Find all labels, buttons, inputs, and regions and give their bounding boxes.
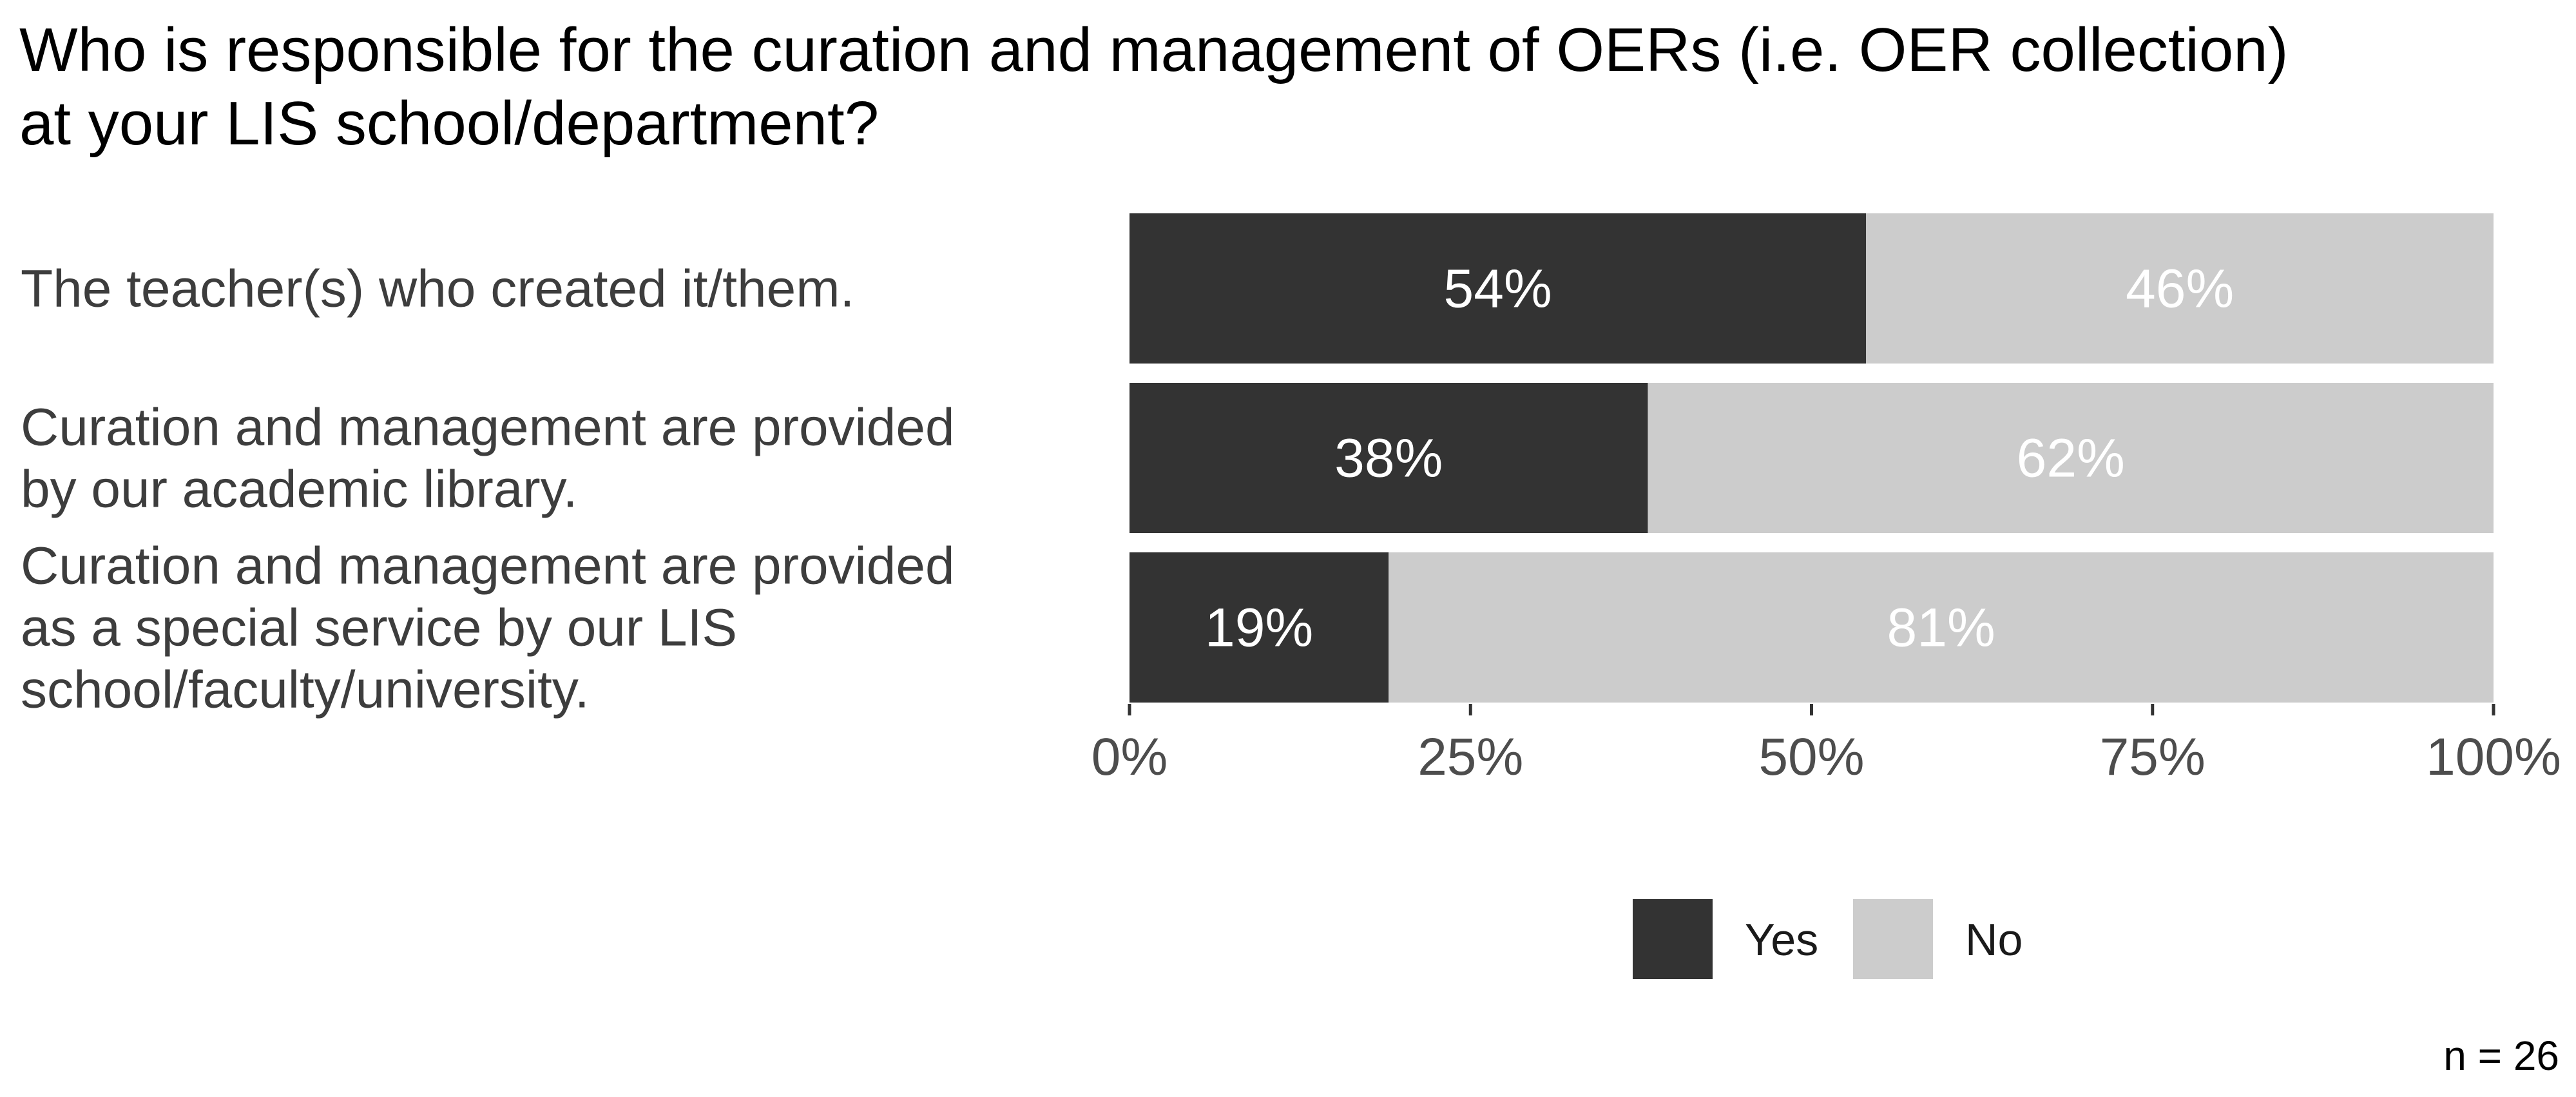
x-tick-label: 50% (1758, 728, 1864, 786)
legend-label: No (1965, 915, 2023, 965)
x-tick-label: 75% (2100, 728, 2206, 786)
category-labels: The teacher(s) who created it/them. Curat… (21, 260, 955, 719)
bar-no (1866, 213, 2494, 364)
bar-value-label: 19% (1205, 597, 1313, 658)
bar-yes (1129, 213, 1867, 364)
category-label: Curation and management are provided (21, 537, 955, 596)
bar-no (1389, 552, 2494, 703)
x-axis: 0% 25% 50% 75% 100% (1091, 704, 2561, 786)
bar-value-label: 38% (1334, 428, 1443, 489)
bar-value-label: 62% (2017, 428, 2125, 489)
bar-yes (1129, 552, 1389, 703)
x-tick-label: 100% (2426, 728, 2561, 786)
category-label: The teacher(s) who created it/them. (21, 260, 854, 318)
bars: 54% 46% 38% 62% 19% 81% (1129, 213, 2494, 703)
category-label: school/faculty/university. (21, 661, 590, 719)
sample-size-caption: n = 26 (2443, 1033, 2559, 1079)
chart-title: Who is responsible for the curation and … (19, 15, 2289, 158)
bar-value-label: 81% (1887, 597, 1995, 658)
category-label: Curation and management are provided (21, 398, 955, 457)
bar-value-label: 46% (2126, 258, 2234, 319)
legend-label: Yes (1745, 915, 1818, 965)
category-label: as a special service by our LIS (21, 599, 737, 657)
legend-key-no (1850, 897, 1936, 982)
x-tick-label: 0% (1091, 728, 1168, 786)
legend-key-yes (1630, 897, 1715, 982)
bar-no (1648, 383, 2494, 533)
x-tick-label: 25% (1418, 728, 1523, 786)
bar-value-label: 54% (1444, 258, 1552, 319)
legend: Yes No (1630, 897, 2023, 982)
title-line: Who is responsible for the curation and … (19, 15, 2289, 84)
bar-yes (1129, 383, 1648, 533)
title-line: at your LIS school/department? (19, 89, 879, 158)
category-label: by our academic library. (21, 460, 577, 519)
